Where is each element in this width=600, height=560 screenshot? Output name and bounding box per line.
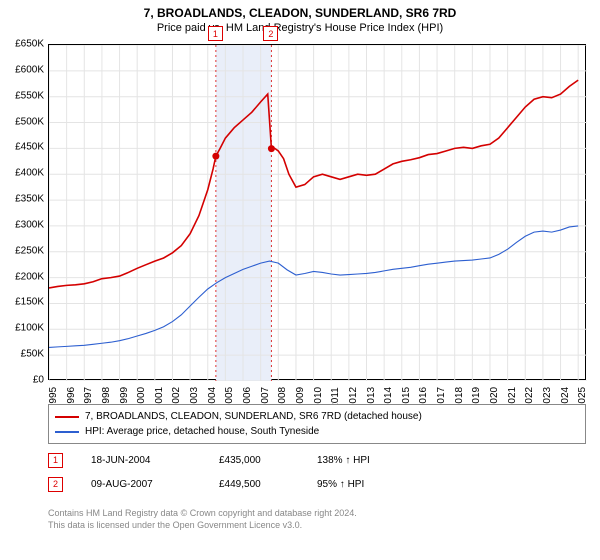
- chart-container: 7, BROADLANDS, CLEADON, SUNDERLAND, SR6 …: [0, 0, 600, 560]
- y-tick-label: £600K: [0, 64, 44, 75]
- sale-date: 18-JUN-2004: [91, 455, 191, 466]
- sale-row: 2 09-AUG-2007 £449,500 95% ↑ HPI: [48, 472, 407, 496]
- sale-price: £435,000: [219, 455, 289, 466]
- y-tick-label: £450K: [0, 142, 44, 153]
- footer-line-1: Contains HM Land Registry data © Crown c…: [48, 508, 357, 520]
- y-tick-label: £150K: [0, 297, 44, 308]
- y-tick-label: £250K: [0, 245, 44, 256]
- sale-row: 1 18-JUN-2004 £435,000 138% ↑ HPI: [48, 448, 407, 472]
- sale-hpi: 138% ↑ HPI: [317, 455, 407, 466]
- footer-line-2: This data is licensed under the Open Gov…: [48, 520, 357, 532]
- plot-area: [48, 44, 586, 380]
- y-tick-label: £400K: [0, 168, 44, 179]
- sale-marker-badge: 2: [263, 26, 278, 41]
- y-tick-label: £300K: [0, 219, 44, 230]
- y-tick-label: £50K: [0, 349, 44, 360]
- sale-row-badge: 2: [48, 477, 63, 492]
- y-tick-label: £0: [0, 375, 44, 386]
- footer-attribution: Contains HM Land Registry data © Crown c…: [48, 508, 357, 531]
- legend-item: HPI: Average price, detached house, Sout…: [55, 424, 579, 439]
- sale-date: 09-AUG-2007: [91, 479, 191, 490]
- sale-marker-badge: 1: [208, 26, 223, 41]
- y-tick-label: £650K: [0, 39, 44, 50]
- sale-row-badge: 1: [48, 453, 63, 468]
- chart-title: 7, BROADLANDS, CLEADON, SUNDERLAND, SR6 …: [0, 0, 600, 20]
- legend-swatch: [55, 416, 79, 418]
- y-tick-label: £500K: [0, 116, 44, 127]
- y-tick-label: £100K: [0, 323, 44, 334]
- legend-swatch: [55, 431, 79, 433]
- sale-hpi: 95% ↑ HPI: [317, 479, 407, 490]
- sales-table: 1 18-JUN-2004 £435,000 138% ↑ HPI 2 09-AUG-20…: [48, 448, 407, 496]
- plot-svg: [49, 45, 587, 381]
- chart-subtitle: Price paid vs. HM Land Registry's House …: [0, 20, 600, 38]
- legend-label: HPI: Average price, detached house, Sout…: [85, 424, 319, 439]
- y-tick-label: £350K: [0, 194, 44, 205]
- legend-item: 7, BROADLANDS, CLEADON, SUNDERLAND, SR6 …: [55, 409, 579, 424]
- y-tick-label: £200K: [0, 271, 44, 282]
- y-tick-label: £550K: [0, 90, 44, 101]
- legend: 7, BROADLANDS, CLEADON, SUNDERLAND, SR6 …: [48, 404, 586, 444]
- legend-label: 7, BROADLANDS, CLEADON, SUNDERLAND, SR6 …: [85, 409, 422, 424]
- sale-price: £449,500: [219, 479, 289, 490]
